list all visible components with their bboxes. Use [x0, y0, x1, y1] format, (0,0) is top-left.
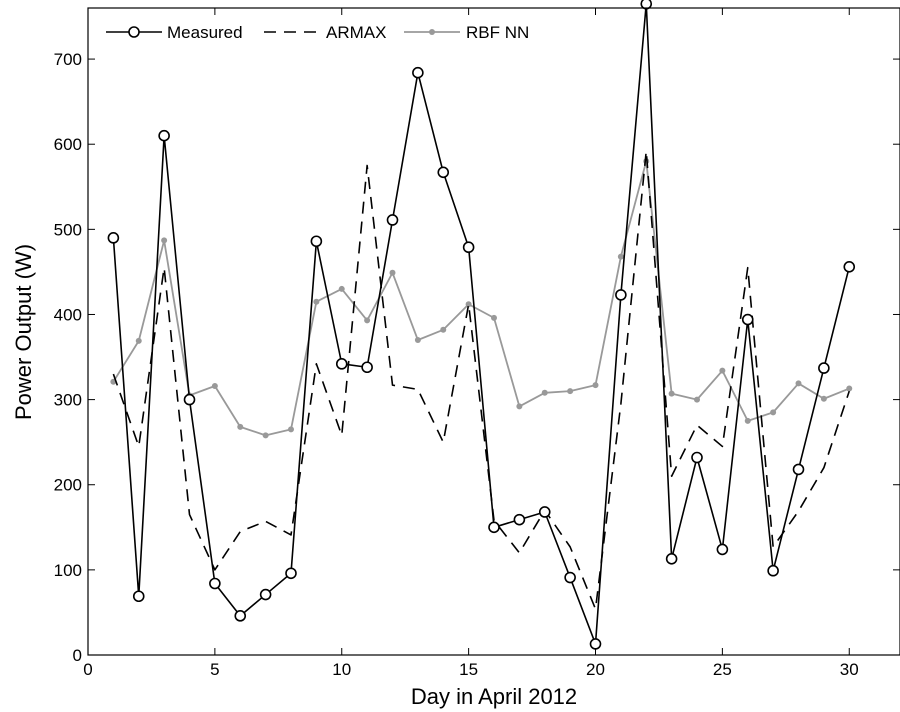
point-rbf-nn — [440, 326, 447, 333]
series-line-armax — [112, 150, 851, 610]
point-measured — [462, 241, 475, 254]
legend-marker-measured — [128, 26, 140, 38]
point-measured — [615, 289, 627, 301]
y-tick-label: 400 — [54, 305, 82, 324]
y-tick-label: 300 — [54, 391, 82, 410]
point-rbf-nn — [516, 403, 523, 410]
plot-frame — [87, 7, 900, 656]
point-rbf-nn — [694, 396, 700, 403]
x-tick-label: 10 — [332, 660, 351, 679]
point-rbf-nn — [338, 285, 345, 292]
point-measured — [386, 214, 399, 226]
point-rbf-nn — [770, 409, 777, 416]
point-rbf-nn — [719, 367, 726, 374]
point-measured — [209, 577, 221, 590]
point-measured — [767, 564, 779, 577]
point-measured — [513, 513, 526, 526]
point-rbf-nn — [668, 390, 675, 397]
point-measured — [107, 232, 120, 244]
point-measured — [818, 362, 830, 374]
point-measured — [716, 543, 729, 556]
point-rbf-nn — [617, 253, 624, 260]
legend-label-armax: ARMAX — [326, 23, 386, 42]
point-measured — [310, 235, 323, 248]
legend-label-measured: Measured — [167, 23, 243, 42]
point-measured — [183, 393, 196, 406]
point-rbf-nn — [795, 380, 802, 387]
point-measured — [665, 553, 678, 565]
point-rbf-nn — [414, 337, 421, 344]
y-tick-label: 600 — [54, 135, 82, 154]
point-measured — [691, 451, 703, 464]
legend-marker-rbf-nn — [429, 29, 435, 35]
point-rbf-nn — [567, 388, 574, 395]
point-measured — [158, 129, 170, 142]
point-rbf-nn — [592, 382, 599, 389]
legend: Measured ARMAX RBF NN — [106, 23, 529, 42]
point-measured — [335, 358, 348, 370]
series-line-rbf-nn — [112, 160, 850, 437]
x-tick-label: 25 — [713, 660, 732, 679]
point-measured — [640, 0, 653, 10]
point-rbf-nn — [288, 426, 294, 433]
point-measured — [843, 260, 856, 273]
point-measured — [538, 506, 551, 518]
point-measured — [741, 313, 754, 326]
point-rbf-nn — [389, 269, 396, 276]
x-tick-label: 20 — [586, 660, 605, 679]
point-measured — [589, 638, 602, 650]
y-axis-title: Power Output (W) — [11, 244, 36, 420]
point-rbf-nn — [820, 395, 827, 402]
point-rbf-nn — [541, 389, 548, 396]
x-tick-label: 30 — [840, 660, 859, 679]
x-tick-label: 5 — [210, 660, 219, 679]
legend-label-rbf-nn: RBF NN — [466, 23, 529, 42]
y-tick-label: 200 — [54, 476, 82, 495]
point-rbf-nn — [313, 298, 320, 305]
y-tick-label: 100 — [54, 561, 82, 580]
point-measured — [792, 463, 805, 476]
y-tick-label: 700 — [54, 50, 82, 69]
x-tick-label: 0 — [83, 660, 92, 679]
point-measured — [361, 361, 373, 374]
series-layer — [107, 0, 856, 650]
point-measured — [259, 588, 272, 601]
point-measured — [564, 571, 576, 584]
series-line-measured — [112, 2, 851, 645]
point-rbf-nn — [465, 301, 472, 308]
point-rbf-nn — [491, 314, 497, 321]
point-rbf-nn — [135, 337, 142, 344]
y-tick-label: 500 — [54, 220, 82, 239]
point-measured — [488, 521, 500, 534]
point-rbf-nn — [364, 317, 371, 324]
point-rbf-nn — [161, 237, 168, 244]
point-measured — [234, 610, 247, 622]
point-rbf-nn — [211, 382, 218, 389]
y-tick-label: 0 — [73, 646, 82, 665]
point-rbf-nn — [262, 432, 269, 439]
point-rbf-nn — [846, 385, 853, 392]
point-measured — [437, 166, 450, 179]
point-measured — [285, 567, 297, 580]
x-axis-title: Day in April 2012 — [411, 684, 577, 709]
x-tick-label: 15 — [459, 660, 478, 679]
point-rbf-nn — [744, 417, 751, 424]
point-rbf-nn — [237, 423, 244, 430]
point-measured — [412, 66, 424, 79]
point-measured — [132, 590, 145, 603]
